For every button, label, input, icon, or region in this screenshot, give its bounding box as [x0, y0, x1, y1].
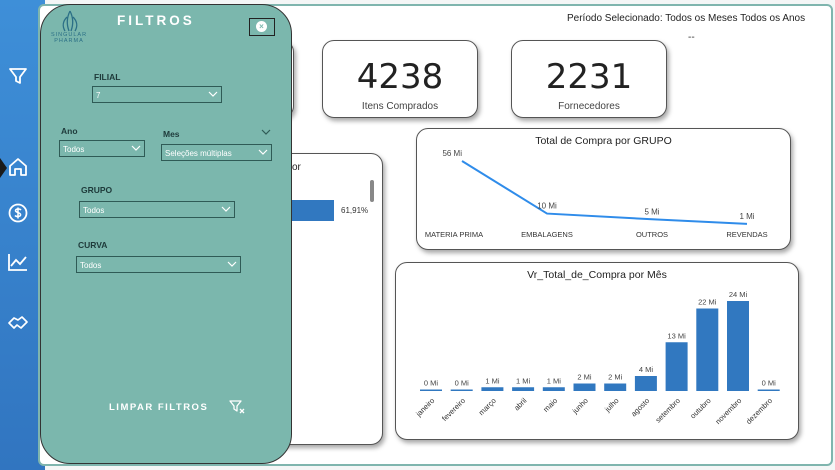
- chart-title: Vr_Total_de_Compra por Mês: [527, 269, 667, 281]
- category-label: OUTROS: [636, 230, 668, 239]
- mes-dropdown[interactable]: Seleções múltiplas: [161, 144, 272, 161]
- curva-label: CURVA: [78, 240, 108, 250]
- period-selected-text: Período Selecionado: Todos os Meses Todo…: [567, 13, 806, 24]
- close-button[interactable]: ×: [249, 18, 275, 36]
- line-chart-icon[interactable]: [6, 250, 30, 274]
- dollar-icon[interactable]: [6, 201, 30, 225]
- data-label: 0 Mi: [455, 379, 470, 388]
- chevron-down-icon: [227, 261, 237, 267]
- bar: [573, 383, 596, 391]
- kpi-value: 4238: [356, 57, 444, 97]
- category-label: setembro: [654, 396, 682, 424]
- grupo-dropdown[interactable]: Todos: [79, 201, 235, 218]
- data-label: 0 Mi: [424, 379, 439, 388]
- nav-sidebar: [0, 0, 45, 470]
- data-label: 56 Mi: [442, 149, 462, 158]
- brand-logo: [62, 10, 78, 32]
- scrollbar-thumb[interactable]: [370, 180, 374, 202]
- bar: [634, 376, 657, 391]
- funnel-icon[interactable]: [6, 64, 30, 88]
- bar: [727, 301, 749, 391]
- card-title-fragment: or: [292, 162, 301, 173]
- series-line: [461, 160, 748, 225]
- chevron-down-icon[interactable]: [261, 128, 271, 136]
- chart-title: Total de Compra por GRUPO: [535, 135, 672, 147]
- data-label: 2 Mi: [577, 373, 592, 382]
- data-label: 22 Mi: [698, 298, 717, 307]
- filial-label: FILIAL: [94, 72, 121, 82]
- chevron-down-icon: [221, 206, 231, 212]
- category-label: junho: [570, 396, 590, 416]
- active-page-marker: [0, 158, 7, 178]
- category-label: maio: [541, 396, 559, 414]
- category-label: abril: [512, 396, 529, 413]
- close-icon: ×: [256, 21, 267, 32]
- line-chart: 56 Mi MATERIA PRIMA 10 Mi EMBALAGENS 5 Mi OUT…: [425, 149, 768, 239]
- ano-value: Todos: [63, 145, 85, 154]
- filter-panel-title: FILTROS: [117, 13, 195, 28]
- clear-filters-button[interactable]: LIMPAR FILTROS: [109, 402, 209, 413]
- chevron-down-icon: [131, 145, 141, 151]
- ano-dropdown[interactable]: Todos: [59, 140, 145, 157]
- bar: [757, 389, 780, 391]
- category-label: fevereiro: [440, 396, 467, 423]
- data-label: 2 Mi: [608, 373, 623, 382]
- filial-dropdown[interactable]: 7: [92, 86, 222, 103]
- bar: [665, 342, 688, 391]
- data-label: 0 Mi: [762, 379, 777, 388]
- chevron-down-icon: [208, 91, 218, 97]
- kpi-value: 2231: [545, 57, 633, 97]
- bar: [512, 387, 535, 391]
- clear-filter-icon[interactable]: [228, 398, 246, 416]
- category-label: EMBALAGENS: [521, 230, 573, 239]
- category-label: MATERIA PRIMA: [425, 230, 483, 239]
- chart-card-grupo: Total de Compra por GRUPO 56 Mi MATERIA P…: [416, 128, 791, 250]
- data-label: 5 Mi: [644, 207, 659, 216]
- grupo-value: Todos: [83, 206, 105, 215]
- share-bar-label: 61,91%: [341, 206, 369, 215]
- category-label: REVENDAS: [726, 230, 767, 239]
- category-label: novembro: [713, 396, 743, 426]
- data-label: 4 Mi: [639, 365, 654, 374]
- bar: [450, 389, 473, 391]
- filter-panel: SINGULAR PHARMA FILTROS × FILIAL 7 Ano T…: [40, 4, 292, 464]
- data-label: 10 Mi: [537, 202, 557, 211]
- category-label: julho: [602, 396, 620, 414]
- curva-value: Todos: [80, 261, 102, 270]
- kpi-card-fornecedores: 2231 Fornecedores: [511, 40, 667, 118]
- category-label: dezembro: [744, 396, 774, 426]
- mes-value: Seleções múltiplas: [165, 149, 232, 158]
- kpi-card-itens: 4238 Itens Comprados: [322, 40, 478, 118]
- bar: [696, 308, 719, 391]
- category-label: janeiro: [413, 396, 436, 419]
- handshake-icon[interactable]: [6, 310, 30, 334]
- data-label: 1 Mi: [739, 212, 754, 221]
- chevron-down-icon: [258, 149, 268, 155]
- data-label: 1 Mi: [547, 376, 562, 385]
- bar: [481, 387, 504, 391]
- data-label: 13 Mi: [667, 331, 686, 340]
- bar: [604, 383, 627, 391]
- period-placeholder: --: [688, 32, 695, 43]
- kpi-label: Itens Comprados: [361, 101, 439, 112]
- data-label: 24 Mi: [729, 290, 748, 299]
- brand-logo-text: SINGULAR PHARMA: [50, 32, 88, 44]
- bar: [542, 387, 565, 391]
- bar: [420, 389, 442, 391]
- data-label: 1 Mi: [485, 376, 500, 385]
- filial-value: 7: [96, 91, 101, 100]
- category-label: março: [477, 396, 498, 417]
- category-label: outubro: [688, 396, 712, 420]
- data-label: 1 Mi: [516, 376, 531, 385]
- home-icon[interactable]: [6, 155, 30, 179]
- category-label: agosto: [629, 396, 651, 418]
- curva-dropdown[interactable]: Todos: [76, 256, 241, 273]
- ano-label: Ano: [61, 126, 78, 136]
- kpi-label: Fornecedores: [558, 101, 620, 112]
- chart-card-mes: Vr_Total_de_Compra por Mês 0 Mi janeiro 0 …: [395, 262, 799, 440]
- grupo-label: GRUPO: [81, 185, 113, 195]
- mes-label: Mes: [163, 129, 180, 139]
